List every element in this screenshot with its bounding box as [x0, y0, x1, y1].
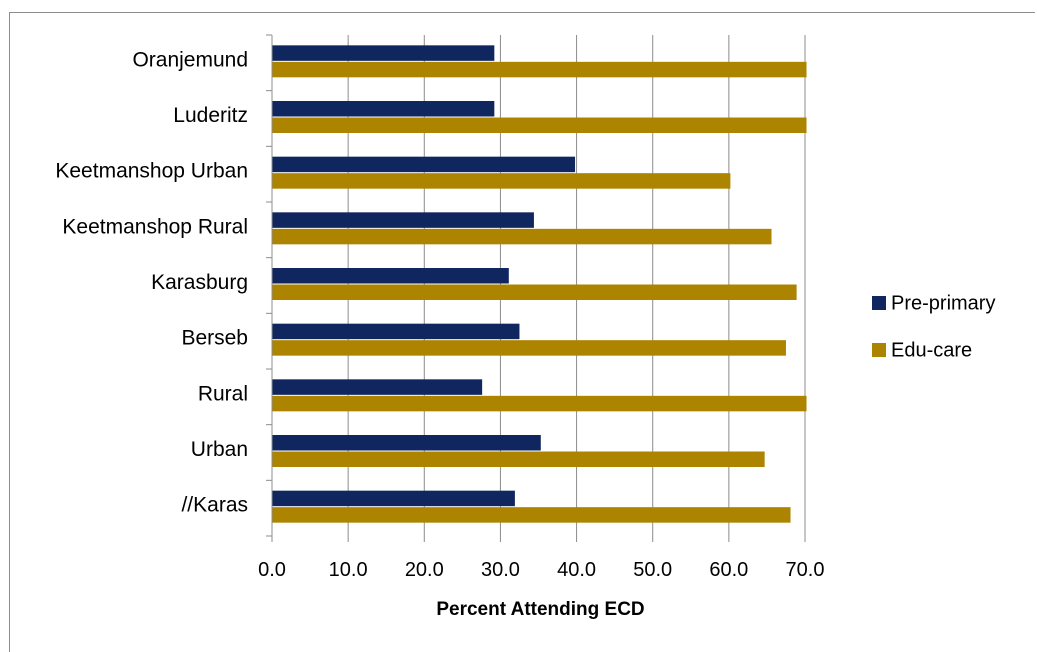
bar-edu-care-7: [272, 451, 765, 467]
category-label: Keetmanshop Urban: [55, 160, 248, 183]
x-tick-label: 50.0: [633, 559, 672, 581]
bar-pre-primary-5: [272, 323, 520, 340]
category-label: //Karas: [181, 494, 248, 517]
x-tick-label: 60.0: [709, 559, 748, 581]
legend-label: Edu-care: [891, 339, 972, 361]
bar-edu-care-1: [272, 117, 807, 133]
category-label: Rural: [198, 382, 248, 405]
bar-pre-primary-3: [272, 212, 534, 228]
category-label: Urban: [191, 438, 248, 461]
bar-pre-primary-7: [272, 435, 541, 451]
category-label: Berseb: [181, 327, 248, 350]
legend-label: Pre-primary: [891, 292, 995, 314]
bar-pre-primary-6: [272, 379, 483, 395]
category-label: Luderitz: [173, 104, 248, 127]
x-axis-title: Percent Attending ECD: [436, 599, 644, 620]
bar-pre-primary-0: [272, 45, 495, 61]
bar-pre-primary-1: [272, 101, 495, 117]
category-labels: Oranjemund Luderitz Keetmanshop Urban Keetm…: [55, 48, 248, 516]
x-tick-label: 40.0: [557, 559, 596, 581]
x-tick-label: 0.0: [258, 559, 286, 581]
bar-edu-care-8: [272, 507, 791, 523]
legend: Pre-primary Edu-care: [872, 292, 995, 361]
bar-edu-care-2: [272, 173, 731, 189]
legend-swatch: [872, 343, 886, 357]
x-tick-label: 30.0: [481, 559, 520, 581]
category-label: Karasburg: [151, 271, 248, 294]
category-label: Keetmanshop Rural: [62, 215, 248, 238]
legend-swatch: [872, 296, 886, 310]
bar-pre-primary-8: [272, 490, 515, 507]
bar-edu-care-3: [272, 228, 772, 245]
x-tick-label: 20.0: [405, 559, 444, 581]
bar-edu-care-6: [272, 395, 807, 412]
bar-edu-care-5: [272, 340, 786, 356]
x-tick-label: 10.0: [329, 559, 368, 581]
axes: [266, 34, 806, 542]
category-label: Oranjemund: [132, 48, 248, 71]
bar-edu-care-0: [272, 61, 807, 78]
x-tick-label: 70.0: [786, 559, 825, 581]
x-tick-labels: 0.0 10.0 20.0 30.0 40.0 50.0 60.0 70.0: [258, 559, 824, 581]
bar-edu-care-4: [272, 284, 797, 300]
chart-frame: [9, 12, 1035, 652]
bar-pre-primary-4: [272, 268, 509, 284]
bars: [272, 45, 807, 523]
bar-pre-primary-2: [272, 156, 576, 173]
